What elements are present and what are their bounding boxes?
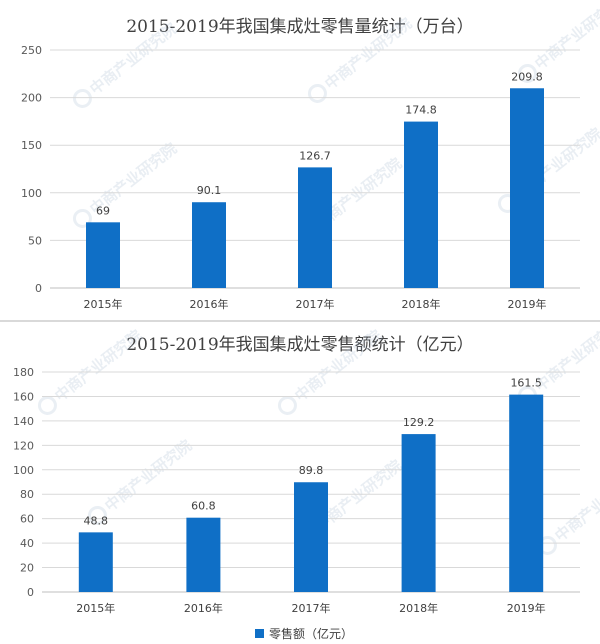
x-tick-label: 2016年 xyxy=(184,601,223,615)
y-tick-label: 250 xyxy=(21,44,42,57)
y-tick-label: 160 xyxy=(13,390,34,403)
bar xyxy=(78,532,113,592)
y-tick-label: 0 xyxy=(35,282,42,295)
data-label: 60.8 xyxy=(191,500,216,513)
bar xyxy=(298,167,332,288)
watermark-text: 中商产业研究院 xyxy=(101,436,195,515)
watermark-text: 中商产业研究院 xyxy=(291,326,385,405)
watermark: 中商产业研究院 xyxy=(537,466,600,555)
y-tick-label: 60 xyxy=(20,513,34,526)
watermark-logo-icon xyxy=(37,395,57,415)
x-tick-label: 2015年 xyxy=(76,601,115,615)
watermark-text: 中商产业研究院 xyxy=(86,19,180,98)
y-tick-label: 150 xyxy=(21,139,42,152)
y-tick-label: 50 xyxy=(28,234,42,247)
x-tick-label: 2018年 xyxy=(402,297,441,311)
sales-revenue-chart-panel: 2015-2019年我国集成灶零售额统计（亿元） 中商产业研究院 中商产业研究院中… xyxy=(0,320,600,644)
watermark: 中商产业研究院 xyxy=(72,19,180,108)
watermark-logo-icon xyxy=(87,505,107,525)
watermark-text: 中商产业研究院 xyxy=(531,0,600,73)
x-tick-label: 2017年 xyxy=(292,601,331,615)
chart-title: 2015-2019年我国集成灶零售量统计（万台） xyxy=(126,17,474,37)
y-tick-label: 100 xyxy=(21,187,42,200)
watermark-logo-icon xyxy=(307,83,327,103)
legend-swatch xyxy=(255,629,264,638)
watermark: 中商产业研究院 xyxy=(307,14,415,103)
bar xyxy=(86,222,120,288)
bar xyxy=(294,482,328,592)
bar xyxy=(509,394,544,592)
x-tick-label: 2019年 xyxy=(507,601,546,615)
watermark-text: 中商产业研究院 xyxy=(551,466,600,545)
x-tick-label: 2019年 xyxy=(508,297,547,311)
data-label: 90.1 xyxy=(197,184,222,197)
legend: 零售额（亿元） xyxy=(255,626,353,641)
watermark-logo-icon xyxy=(72,88,92,108)
data-label: 129.2 xyxy=(403,416,435,429)
bar xyxy=(192,202,226,288)
data-label: 161.5 xyxy=(510,377,542,390)
data-label: 69 xyxy=(96,204,110,217)
y-tick-label: 40 xyxy=(20,537,34,550)
y-tick-label: 200 xyxy=(21,92,42,105)
bar xyxy=(186,517,221,592)
y-tick-label: 20 xyxy=(20,562,34,575)
x-tick-label: 2016年 xyxy=(190,297,229,311)
x-tick-label: 2017年 xyxy=(296,297,335,311)
y-tick-label: 100 xyxy=(13,464,34,477)
data-label: 126.7 xyxy=(299,149,331,162)
watermark-text: 中商产业研究院 xyxy=(51,326,145,405)
watermark-logo-icon xyxy=(277,395,297,415)
legend-label: 零售额（亿元） xyxy=(269,626,353,641)
data-label: 209.8 xyxy=(511,70,543,83)
sales-volume-chart-panel: 2015-2019年我国集成灶零售量统计（万台） 中商产业研究院 中商产业研究院中… xyxy=(0,0,600,320)
bar xyxy=(401,434,436,592)
y-tick-label: 0 xyxy=(27,586,34,599)
y-tick-label: 80 xyxy=(20,488,34,501)
bar xyxy=(510,88,544,288)
data-label: 48.8 xyxy=(84,514,109,527)
watermark: 中商产业研究院 xyxy=(72,139,180,228)
chart-title: 2015-2019年我国集成灶零售额统计（亿元） xyxy=(126,335,474,355)
bar xyxy=(404,121,438,289)
watermark-text: 中商产业研究院 xyxy=(321,14,415,93)
data-label: 174.8 xyxy=(405,104,437,117)
watermark-logo-icon xyxy=(517,63,537,83)
y-tick-label: 140 xyxy=(13,415,34,428)
y-tick-label: 120 xyxy=(13,439,34,452)
y-tick-label: 180 xyxy=(13,366,34,379)
x-tick-label: 2015年 xyxy=(84,297,123,311)
data-label: 89.8 xyxy=(299,464,324,477)
x-tick-label: 2018年 xyxy=(399,601,438,615)
